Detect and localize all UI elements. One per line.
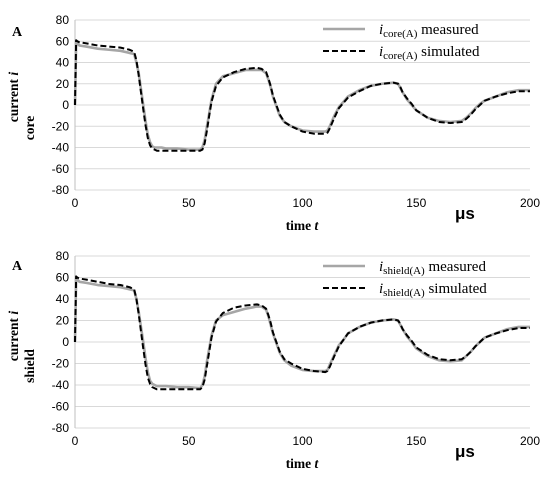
y-tick-label: 20 xyxy=(56,314,70,328)
y-tick-label: 80 xyxy=(56,13,70,27)
chart-panel-2: -80 -60 -40 -20 0 20 40 60 80 0 50 100 150 200 Aμs time… xyxy=(6,249,540,471)
y-axis-label: current i xyxy=(6,311,21,362)
x-tick-label: 200 xyxy=(520,434,540,448)
y-axis-label-2: core xyxy=(22,116,37,140)
y-tick-label: -80 xyxy=(52,421,70,435)
x-tick-label: 50 xyxy=(182,434,196,448)
y-tick-label: 40 xyxy=(56,292,70,306)
chart-panel-1: -80 -60 -40 -20 0 20 40 60 80 0 50 100 150 200 Aμs time… xyxy=(6,13,540,233)
y-axis-label: current i xyxy=(6,72,21,123)
x-tick-label: 0 xyxy=(72,434,79,448)
y-axis-label-2: shield xyxy=(22,349,37,383)
x-axis-label: time t xyxy=(286,456,320,471)
y-tick-label: 0 xyxy=(62,98,69,112)
y-tick-label: 0 xyxy=(62,335,69,349)
legend-entry: icore(A) measured xyxy=(379,22,479,40)
y-tick-label: -40 xyxy=(52,141,70,155)
y-unit-label: A xyxy=(12,25,23,40)
legend-entry: ishield(A) measured xyxy=(379,259,486,277)
legend-entry: icore(A) simulated xyxy=(379,44,480,62)
x-tick-label: 150 xyxy=(406,196,426,210)
y-tick-label: -80 xyxy=(52,183,70,197)
x-tick-label: 150 xyxy=(406,434,426,448)
x-unit-label: μs xyxy=(455,204,475,223)
legend-entry: ishield(A) simulated xyxy=(379,281,487,299)
x-axis-label: time t xyxy=(286,218,320,233)
x-tick-label: 100 xyxy=(292,434,312,448)
y-tick-label: 80 xyxy=(56,249,70,263)
series-line-simulated xyxy=(74,275,530,391)
y-tick-label: -60 xyxy=(52,400,70,414)
x-tick-label: 200 xyxy=(520,196,540,210)
x-tick-label: 0 xyxy=(72,196,79,210)
y-tick-label: 60 xyxy=(56,34,70,48)
x-tick-label: 50 xyxy=(182,196,196,210)
y-tick-label: 40 xyxy=(56,56,70,70)
y-tick-label: 20 xyxy=(56,77,70,91)
series-line-simulated xyxy=(74,39,530,152)
x-unit-label: μs xyxy=(455,442,475,461)
y-tick-label: -40 xyxy=(52,378,70,392)
y-unit-label: A xyxy=(12,259,23,274)
y-tick-label: -60 xyxy=(52,162,70,176)
y-tick-label: -20 xyxy=(52,357,70,371)
y-tick-label: 60 xyxy=(56,271,70,285)
x-tick-label: 100 xyxy=(292,196,312,210)
y-tick-label: -20 xyxy=(52,119,70,133)
